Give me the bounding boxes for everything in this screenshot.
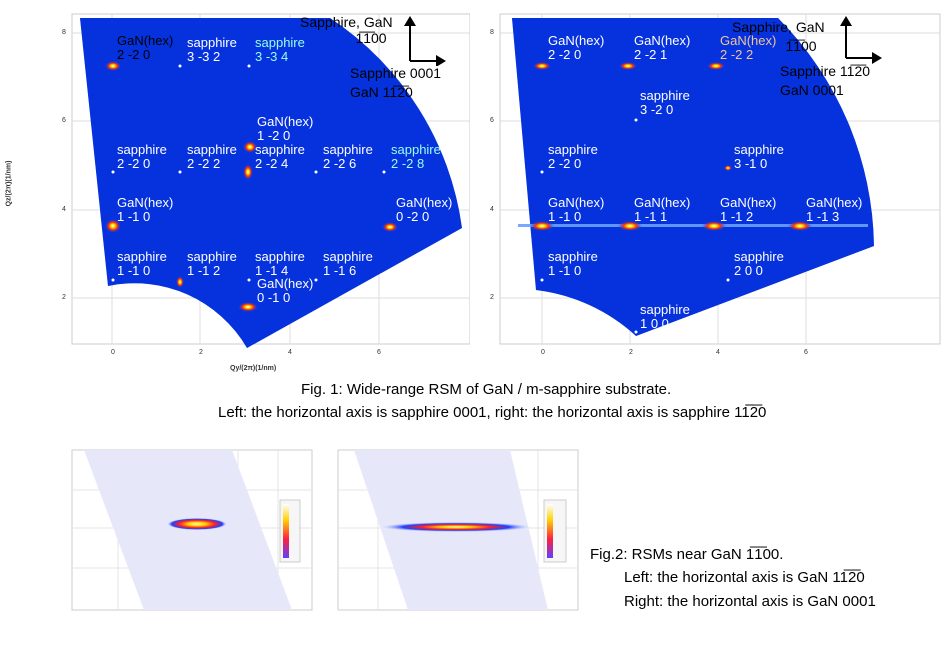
orientation-right-label: Sapphire 0001 GaN 11̅2̅0 [350,65,442,100]
peak-label: sapphire 2 -2 6 [323,142,373,171]
peak-label: GaN(hex) 2 -2 2 [720,33,777,62]
peak-label: sapphire 1 -1 0 [548,249,598,278]
rsm-right-panel: 0 2 4 6 2 4 6 8 GaN(hex) 2 -2 0 GaN(hex) 2… [478,0,951,380]
peak-label: sapphire 3 -2 0 [640,88,690,117]
peak-label: GaN(hex) 0 -2 0 [396,195,453,224]
peak-label: sapphire 2 -2 0 [548,142,598,171]
xtick: 6 [804,349,808,356]
x-axis-label: Qy/(2π)(1/nm) [230,365,277,372]
xtick: 2 [199,349,203,356]
peak-label: sapphire 3 -3 4 [255,35,305,64]
peak-label: GaN(hex) 1 -1 0 [548,195,605,224]
fig2-caption-line1: Fig.2: RSMs near GaN 1̅1̅00. [590,546,784,563]
xtick: 2 [629,349,633,356]
orientation-arrows-icon [840,16,882,64]
xtick: 4 [716,349,720,356]
ytick: 4 [490,206,494,213]
orientation-up-label: Sapphire, GaN 1̅1̅00 [300,14,393,46]
y-axis-label: Qz/(2π)(1/nm) [5,160,13,207]
xtick: 0 [111,349,115,356]
fig1-caption-line1: Fig. 1: Wide-range RSM of GaN / m-sapphi… [301,381,672,398]
peak-label: sapphire 1 -1 0 [117,249,167,278]
peak-label: GaN(hex) 1 -1 3 [806,195,863,224]
peak-label: GaN(hex) 1 -1 0 [117,195,174,224]
rsm-left-plot [71,13,471,348]
xtick: 6 [377,349,381,356]
peak-label: sapphire 2 0 0 [734,249,784,278]
peak-label: GaN(hex) 2 -2 0 [117,33,174,62]
peak-label: sapphire 3 -3 2 [187,35,237,64]
rsm-right-plot [499,13,941,345]
peak-label: sapphire 3 -1 0 [734,142,784,171]
peak-label: sapphire 1 -1 2 [187,249,237,278]
orientation-arrows-icon [404,16,446,66]
peak-label: GaN(hex) 1 -1 1 [634,195,691,224]
ytick: 8 [490,29,494,36]
rsm-zoom-left-panel [62,444,314,626]
rsm-zoom-right-panel [326,444,581,626]
peak-label: GaN(hex) 2 -2 0 [548,33,605,62]
fig2-caption-line3: Right: the horizontal axis is GaN 0001 [624,593,876,610]
peak-label: sapphire 2 -2 8 [391,142,441,171]
peak-label: sapphire 2 -2 0 [117,142,167,171]
orientation-right-label: Sapphire 11̅2̅0 GaN 0001 [780,63,871,98]
peak-label: sapphire 2 -2 2 [187,142,237,171]
orientation-up-label: Sapphire, GaN 1̅1̅00 [732,19,825,54]
xtick: 4 [288,349,292,356]
peak-label: GaN(hex) 1 -1 2 [720,195,777,224]
peak-label: sapphire 2 -2 4 [255,142,305,171]
fig1-caption-line2: Left: the horizontal axis is sapphire 00… [218,404,767,421]
peak-label: sapphire 1 -1 4 [255,249,305,278]
peak-label: GaN(hex) 0 -1 0 [257,276,314,305]
peak-label: GaN(hex) 2 -2 1 [634,33,691,62]
ytick: 2 [62,294,66,301]
xtick: 0 [541,349,545,356]
rsm-left-panel: 0 2 4 6 2 4 6 8 Qy/(2π)(1/nm) Qz/(2π)(1/… [0,0,471,380]
peak-label: sapphire 1 0 0 [640,302,690,331]
peak-label: GaN(hex) 1 -2 0 [257,114,314,143]
ytick: 6 [490,117,494,124]
fig2-caption-line2: Left: the horizontal axis is GaN 11̅2̅0 [624,569,865,586]
ytick: 4 [62,206,66,213]
peak-label: sapphire 1 -1 6 [323,249,373,278]
ytick: 8 [62,29,66,36]
ytick: 2 [490,294,494,301]
ytick: 6 [62,117,66,124]
